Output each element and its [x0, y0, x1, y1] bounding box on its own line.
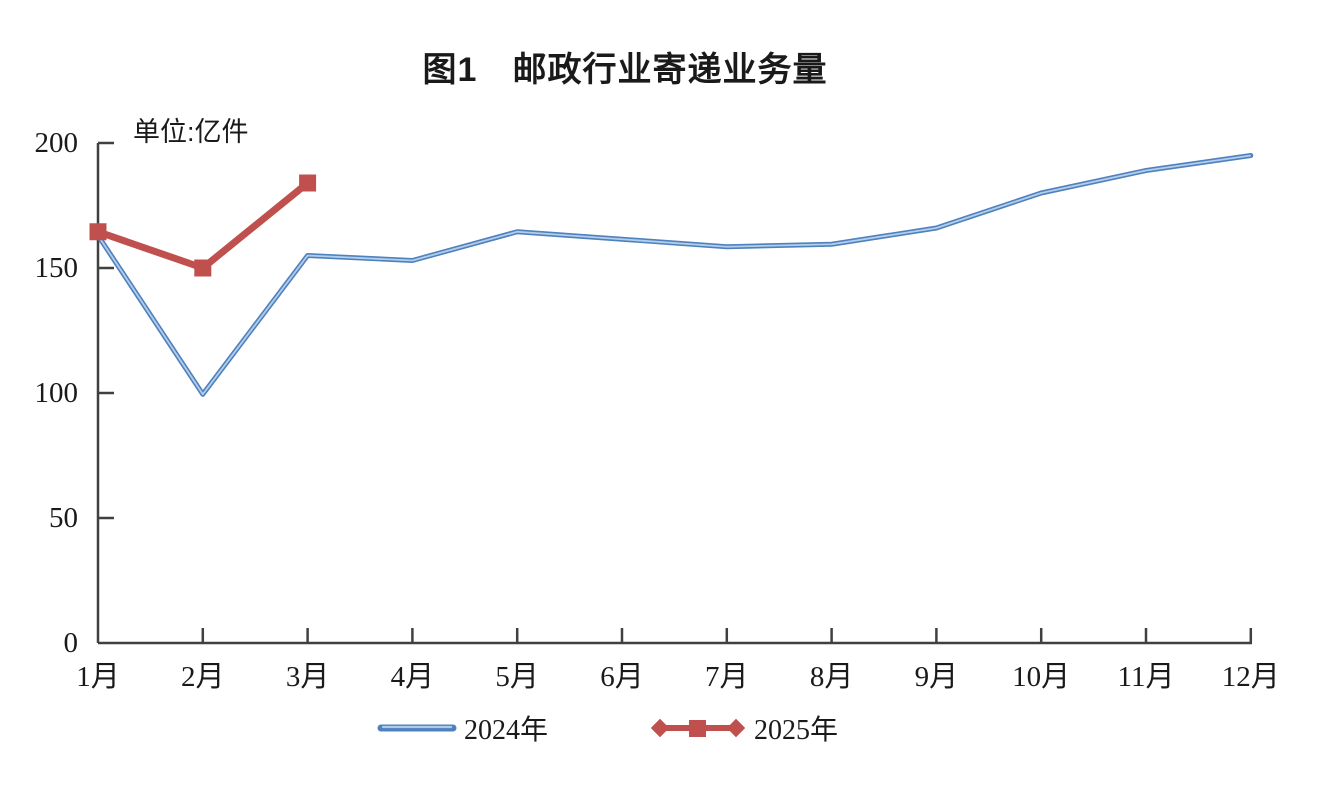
x-axis-label-4月: 4月	[390, 661, 435, 693]
legend-key-2024-line-icon	[377, 724, 457, 732]
data-point-marker-2025年-2月	[194, 259, 212, 277]
x-axis-label-11月: 11月	[1117, 661, 1175, 693]
x-axis-label-3月: 3月	[285, 661, 330, 693]
x-axis-label-1月: 1月	[76, 661, 120, 693]
y-axis-label-150: 150	[34, 252, 79, 284]
y-axis-label-100: 100	[34, 377, 79, 409]
x-axis-label-8月: 8月	[809, 661, 854, 693]
legend: 2024年 2025年	[0, 706, 1327, 750]
legend-key-2025-marker-icon	[650, 718, 746, 738]
x-axis-label-2月: 2月	[181, 661, 225, 693]
y-axis-label-50: 50	[49, 502, 78, 534]
x-axis-label-10月: 10月	[1012, 661, 1071, 693]
x-axis-label-6月: 6月	[600, 661, 644, 693]
data-point-marker-2025年-1月	[89, 223, 107, 241]
x-axis-label-7月: 7月	[705, 661, 749, 693]
x-axis-label-9月: 9月	[914, 661, 959, 693]
series-line-2025年	[94, 179, 312, 272]
x-axis-label-5月: 5月	[495, 661, 539, 693]
unit-label: 单位:亿件	[133, 117, 249, 147]
legend-item-2024: 2024年	[376, 706, 548, 750]
series-line-2024年	[95, 153, 1254, 397]
x-axis-label-12月: 12月	[1221, 661, 1280, 693]
chart-title: 图1 邮政行业寄递业务量	[422, 51, 828, 89]
data-point-marker-2025年-3月	[299, 174, 317, 192]
legend-label-2024: 2024年	[464, 715, 549, 746]
y-axis-label-0: 0	[63, 627, 79, 659]
y-axis-label-200: 200	[34, 127, 79, 159]
series-line-highlight-2024年	[97, 154, 1251, 396]
legend-item-2025: 2025年	[648, 706, 838, 750]
legend-label-2025: 2025年	[754, 715, 839, 746]
